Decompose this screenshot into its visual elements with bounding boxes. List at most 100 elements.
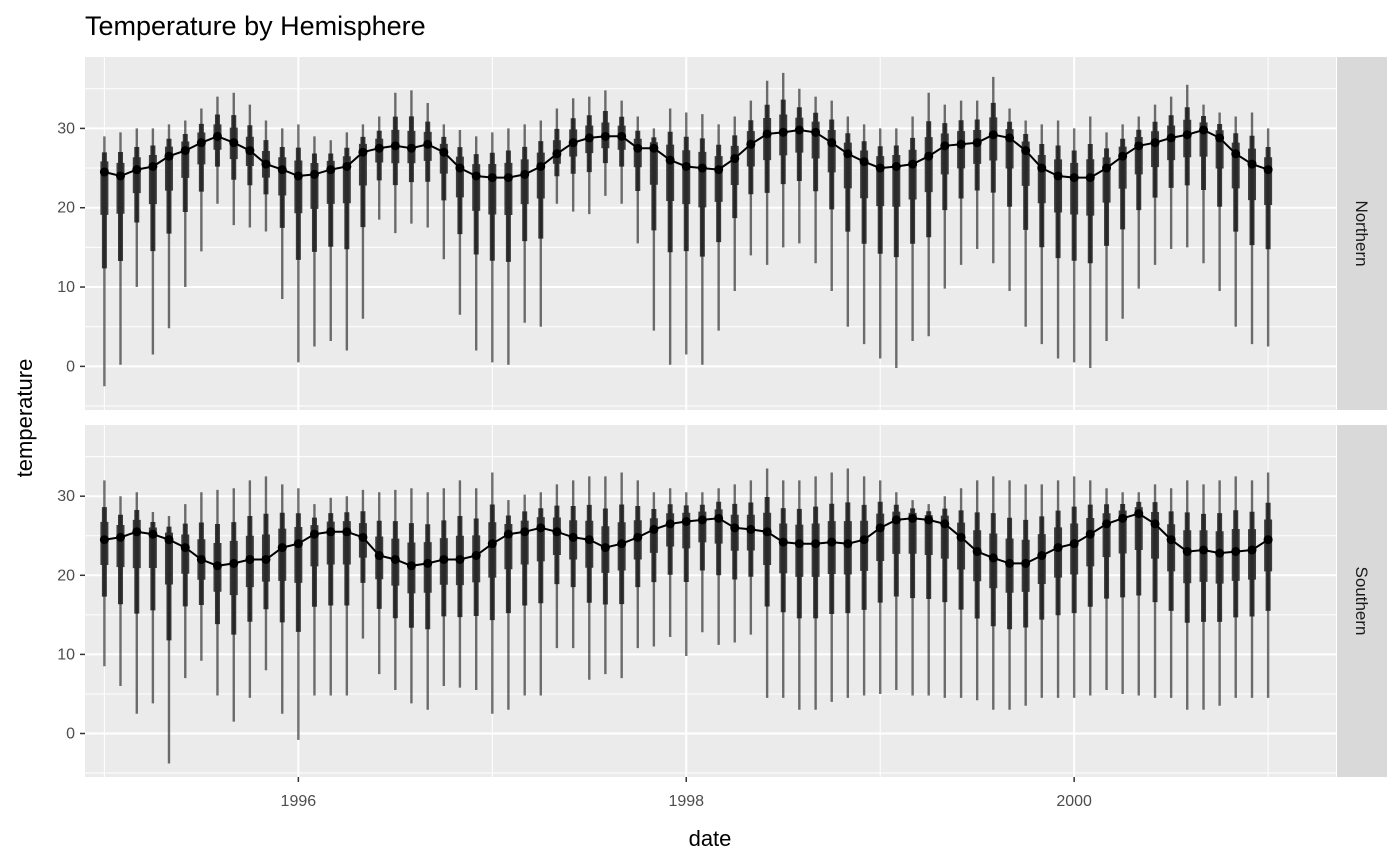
median-point [908,513,918,523]
median-point [746,524,756,534]
x-tick-label: 1998 [668,793,704,810]
median-point [1053,171,1063,181]
median-point [552,149,562,159]
facet-strip-label: Northern [1352,200,1371,266]
y-tick-label: 0 [66,725,75,742]
median-point [1134,509,1144,519]
median-point [293,539,303,549]
y-tick-label: 10 [57,279,75,296]
median-point [827,138,837,148]
median-point [390,554,400,564]
median-point [972,547,982,557]
median-point [180,146,190,156]
median-point [811,539,821,549]
median-point [1118,513,1128,523]
median-point [536,523,546,533]
y-tick-label: 10 [57,646,75,663]
median-point [503,173,513,183]
median-point [99,535,109,545]
y-tick-label: 20 [57,200,75,217]
median-point [293,171,303,181]
x-tick-label: 2000 [1056,793,1092,810]
median-point [1085,529,1095,539]
median-point [406,143,416,153]
panel-northern: 0 10 20 30 Northern [57,57,1387,410]
median-point [99,167,109,177]
median-point [730,523,740,533]
median-point [584,133,594,143]
median-point [1005,558,1015,568]
median-point [261,159,271,169]
median-point [859,157,869,167]
median-point [600,543,610,553]
median-point [1231,547,1241,557]
median-point [326,165,336,175]
median-point [584,535,594,545]
median-point [940,519,950,529]
median-point [924,151,934,161]
x-tick-label: 1996 [281,793,317,810]
median-point [358,147,368,157]
median-point [972,138,982,148]
median-point [1118,151,1128,161]
median-point [1150,519,1160,529]
median-point [212,131,222,141]
median-point [859,535,869,545]
median-point [1166,535,1176,545]
median-point [520,169,530,179]
median-point [827,537,837,547]
median-point [423,139,433,149]
median-point [956,532,966,542]
median-point [277,543,287,553]
median-point [794,539,804,549]
median-point [1037,163,1047,173]
median-point [1182,547,1192,557]
median-point [520,527,530,537]
median-point [342,161,352,171]
panels: 0 10 20 30 Northern 0 10 20 30 Southern [57,57,1387,777]
median-point [1037,551,1047,561]
median-point [148,529,158,539]
median-point [309,529,319,539]
x-axis-title: date [689,826,732,851]
panel-background [85,57,1336,410]
median-point [617,539,627,549]
median-point [245,554,255,564]
median-point [568,532,578,542]
median-point [1231,149,1241,159]
x-axis: 1996 1998 2000 [281,777,1092,810]
median-point [196,554,206,564]
median-point [681,161,691,171]
median-point [374,143,384,153]
median-point [714,513,724,523]
median-point [940,141,950,151]
median-point [1247,159,1257,169]
median-point [229,138,239,148]
median-point [1102,519,1112,529]
median-point [374,551,384,561]
median-point [261,554,271,564]
median-point [714,165,724,175]
median-point [1102,163,1112,173]
median-point [229,558,239,568]
median-point [794,125,804,135]
median-point [277,165,287,175]
median-point [471,171,481,181]
median-point [487,173,497,183]
median-point [1021,146,1031,156]
median-point [132,527,142,537]
median-point [115,532,125,542]
median-point [471,551,481,561]
facet-strip [1337,57,1387,410]
median-point [455,163,465,173]
chart-title: Temperature by Hemisphere [85,11,426,41]
median-point [342,527,352,537]
median-point [439,554,449,564]
facet-strip-label: Southern [1352,567,1371,636]
median-point [1134,141,1144,151]
median-point [1021,558,1031,568]
median-point [875,163,885,173]
median-point [358,532,368,542]
median-point [843,539,853,549]
median-point [649,524,659,534]
